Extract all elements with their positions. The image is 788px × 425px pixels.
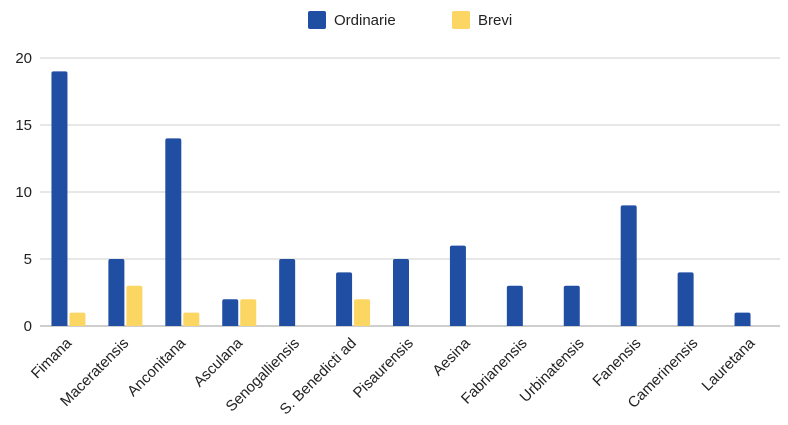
x-tick-label-fanensis: Fanensis [589, 335, 644, 390]
bar-ordinarie-senogalliensis [279, 259, 296, 326]
bar-brevi-s-benedicti-ad [354, 299, 371, 326]
x-tick-label-asculana: Asculana [190, 334, 246, 390]
y-axis-ticks: 0 5 10 15 20 [15, 50, 32, 335]
bar-ordinarie-urbinatensis [563, 285, 580, 326]
bar-ordinarie-asculana [222, 299, 239, 326]
bar-ordinarie-pisaurensis [393, 259, 409, 326]
bar-ordinarie-camerinensis [677, 272, 694, 326]
bar-ordinarie-fimana [51, 71, 68, 327]
bar-brevi-fimana [69, 312, 86, 326]
legend-label-ordinarie: Ordinarie [334, 12, 396, 29]
legend-label-brevi: Brevi [478, 12, 512, 29]
bar-ordinarie-anconitana [165, 138, 182, 326]
y-tick-label-10: 10 [15, 184, 32, 201]
bar-brevi-maceratensis [126, 285, 143, 326]
y-tick-label-5: 5 [24, 251, 32, 268]
x-tick-label-pisaurensis: Pisaurensis [350, 335, 417, 402]
bars [51, 71, 751, 327]
y-tick-label-0: 0 [24, 318, 32, 335]
bar-ordinarie-maceratensis [108, 259, 125, 326]
bar-ordinarie-lauretana [734, 312, 751, 326]
bar-ordinarie-s-benedicti-ad [336, 272, 353, 326]
gridlines [40, 57, 780, 327]
legend-swatch-brevi [452, 11, 470, 29]
y-tick-label-15: 15 [15, 117, 32, 134]
legend-swatch-ordinarie [308, 11, 326, 29]
x-tick-label-anconitana: Anconitana [124, 334, 190, 400]
x-tick-label-fimana: Fimana [28, 334, 76, 382]
bar-brevi-anconitana [183, 312, 200, 326]
legend: Ordinarie Brevi [308, 11, 512, 29]
x-tick-label-lauretana: Lauretana [699, 334, 759, 394]
x-tick-label-aesina: Aesina [429, 334, 474, 379]
bar-ordinarie-fabrianensis [506, 285, 523, 326]
bar-brevi-asculana [240, 299, 257, 326]
bar-ordinarie-aesina [449, 245, 466, 326]
y-tick-label-20: 20 [15, 50, 32, 67]
bar-ordinarie-fanensis [620, 205, 637, 326]
